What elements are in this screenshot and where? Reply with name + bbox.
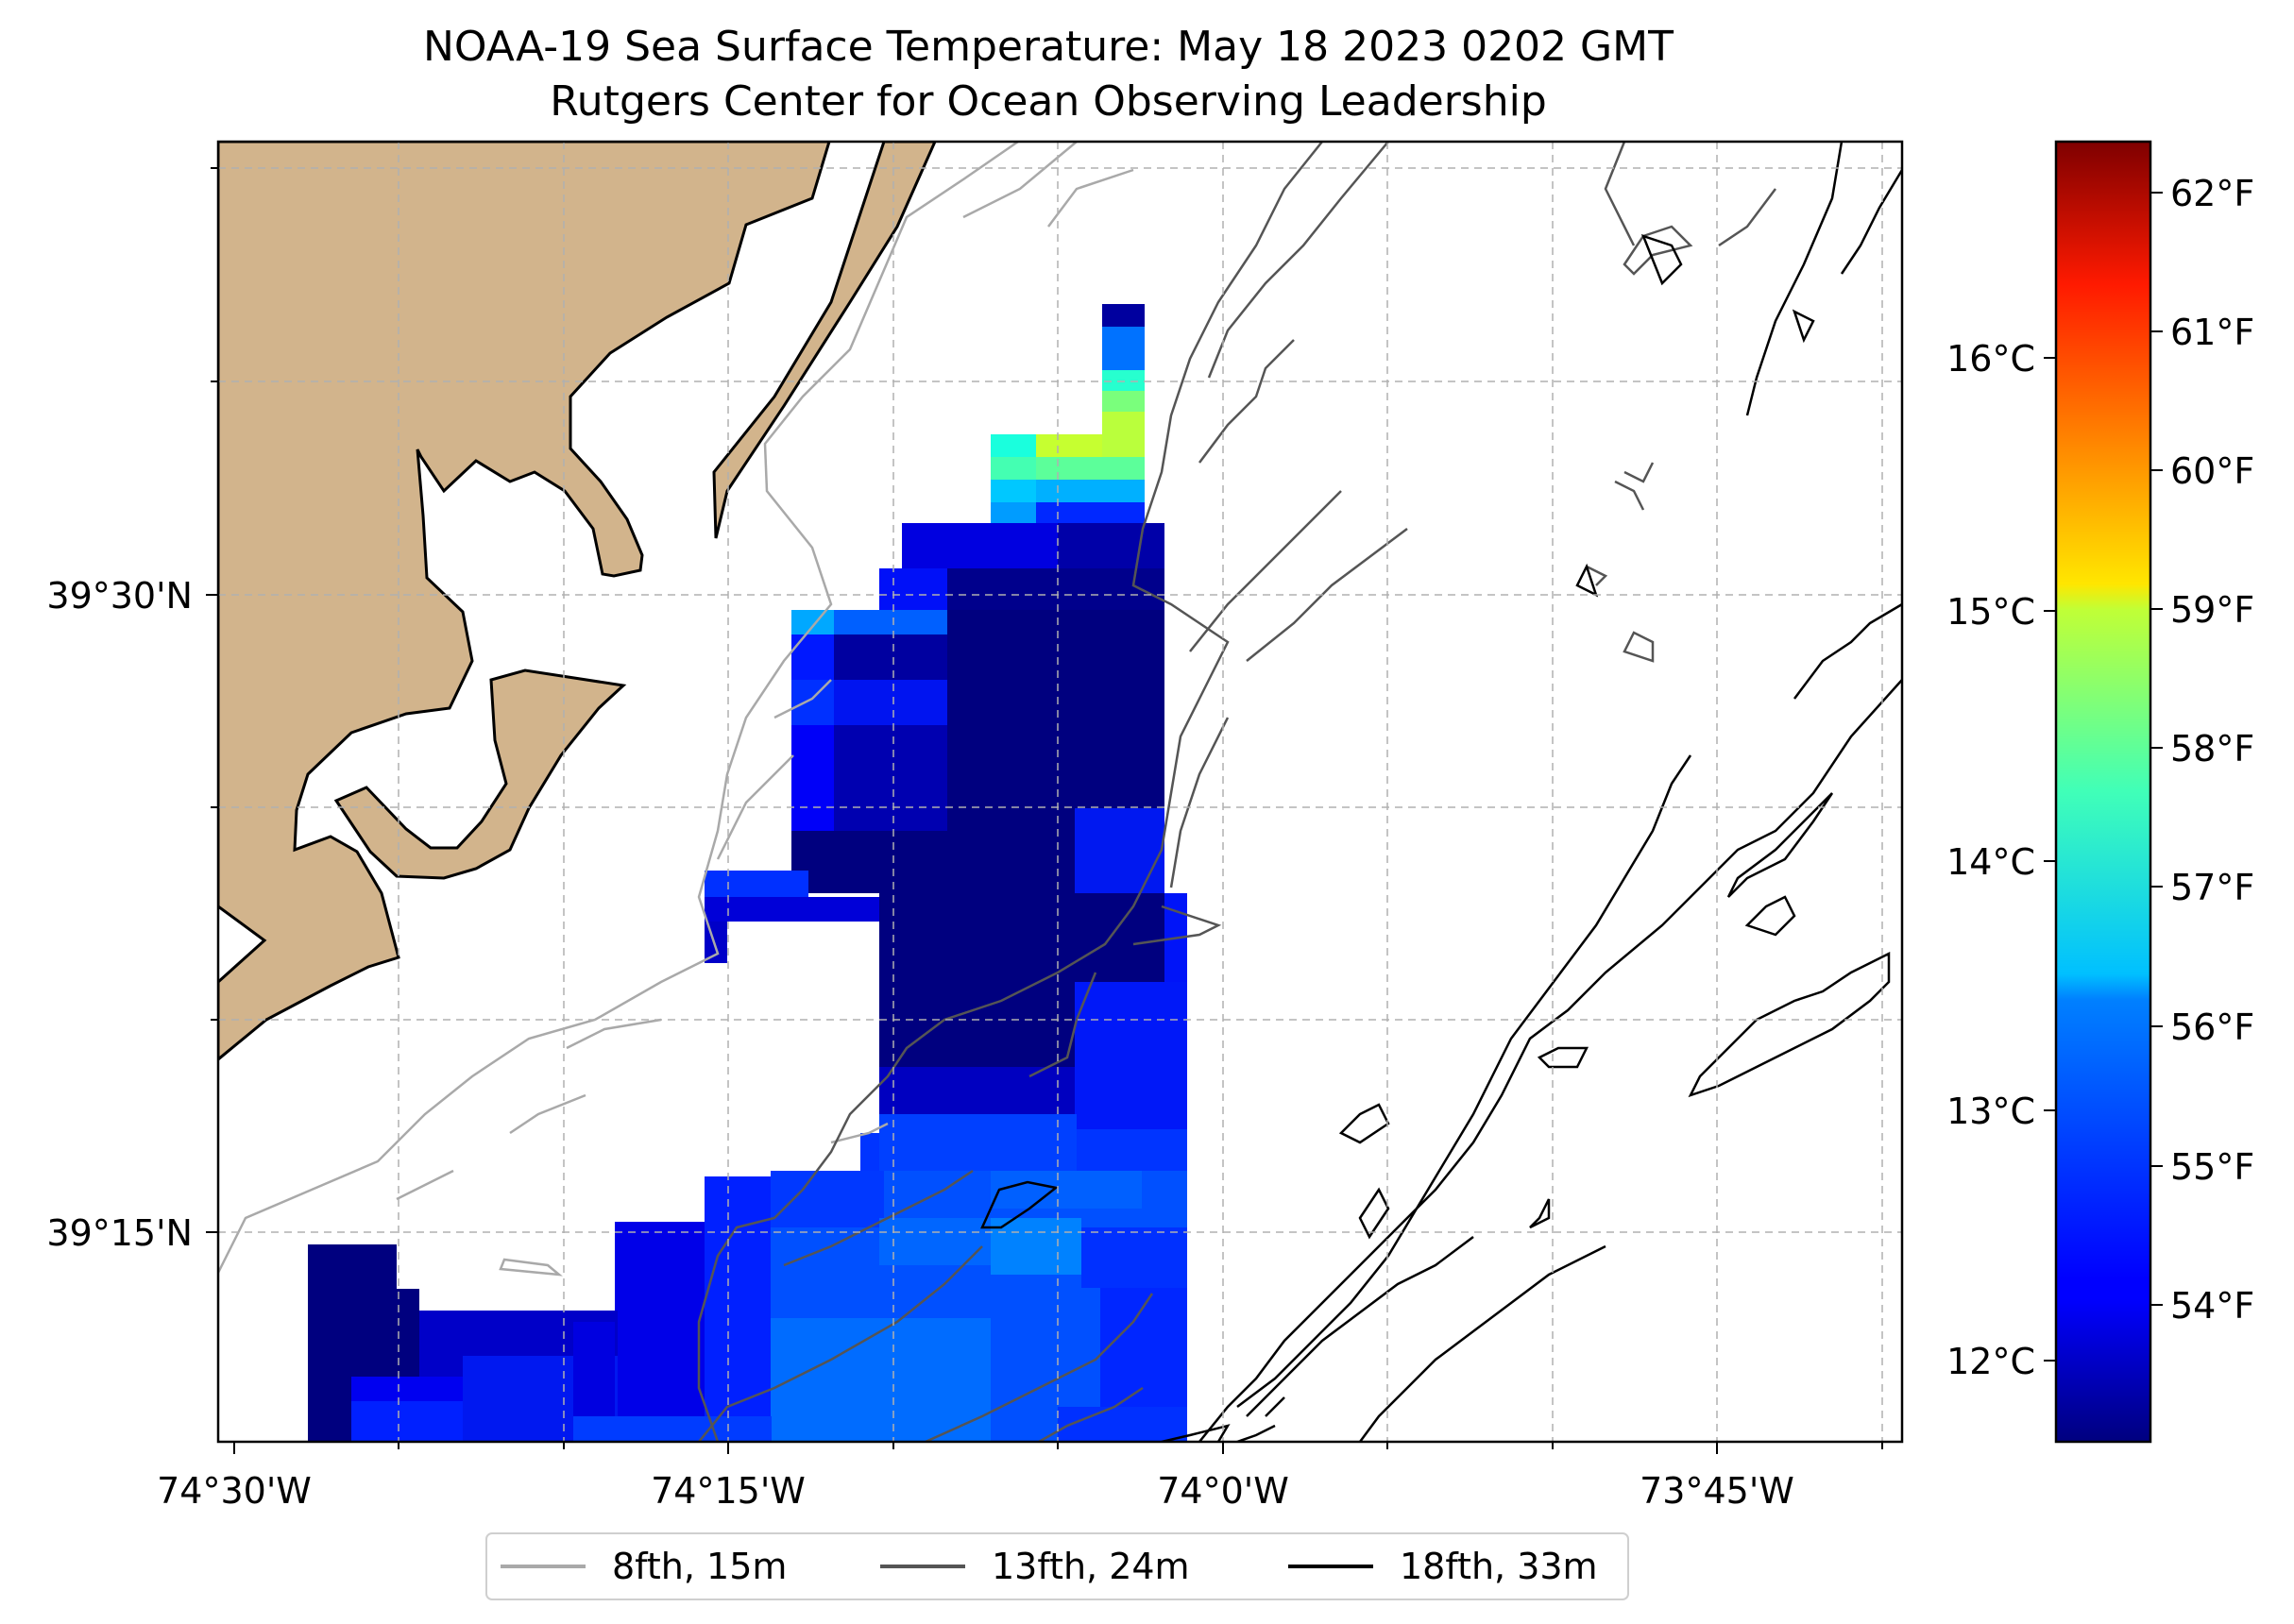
- lon-label-3: 73°45'W: [1640, 1470, 1794, 1512]
- colorbar-f-tick-5: 57°F: [2170, 867, 2254, 908]
- colorbar-f-tick-0: 62°F: [2170, 173, 2254, 214]
- colorbar-f-tick-4: 58°F: [2170, 728, 2254, 770]
- legend-label-8fth: 8fth, 15m: [612, 1546, 787, 1587]
- lon-label-2: 74°0'W: [1157, 1470, 1289, 1512]
- colorbar-f-tick-7: 55°F: [2170, 1146, 2254, 1188]
- legend-label-18fth: 18fth, 33m: [1400, 1546, 1598, 1587]
- colorbar-f-tick-8: 54°F: [2170, 1285, 2254, 1327]
- colorbar: 16°C 15°C 14°C 13°C 12°C 62°F 61°F 60°F …: [1946, 142, 2254, 1442]
- lat-label-0: 39°30'N: [46, 575, 193, 617]
- colorbar-c-tick-3: 13°C: [1946, 1091, 2035, 1132]
- colorbar-gradient: [2056, 142, 2150, 1442]
- colorbar-c-tick-1: 15°C: [1946, 591, 2035, 633]
- legend-label-13fth: 13fth, 24m: [992, 1546, 1190, 1587]
- lon-label-1: 74°15'W: [651, 1470, 806, 1512]
- title-line1: NOAA-19 Sea Surface Temperature: May 18 …: [423, 23, 1674, 71]
- map-panel: [218, 142, 1902, 1442]
- title-line2: Rutgers Center for Ocean Observing Leade…: [550, 77, 1547, 126]
- lon-label-0: 74°30'W: [157, 1470, 312, 1512]
- lat-label-1: 39°15'N: [46, 1212, 193, 1254]
- colorbar-f-tick-3: 59°F: [2170, 589, 2254, 631]
- colorbar-c-tick-0: 16°C: [1946, 338, 2035, 380]
- legend: 8fth, 15m 13fth, 24m 18fth, 33m: [486, 1533, 1628, 1599]
- colorbar-f-tick-6: 56°F: [2170, 1007, 2254, 1048]
- colorbar-c-tick-2: 14°C: [1946, 841, 2035, 883]
- colorbar-c-tick-4: 12°C: [1946, 1341, 2035, 1382]
- colorbar-f-tick-2: 60°F: [2170, 450, 2254, 492]
- colorbar-f-tick-1: 61°F: [2170, 312, 2254, 353]
